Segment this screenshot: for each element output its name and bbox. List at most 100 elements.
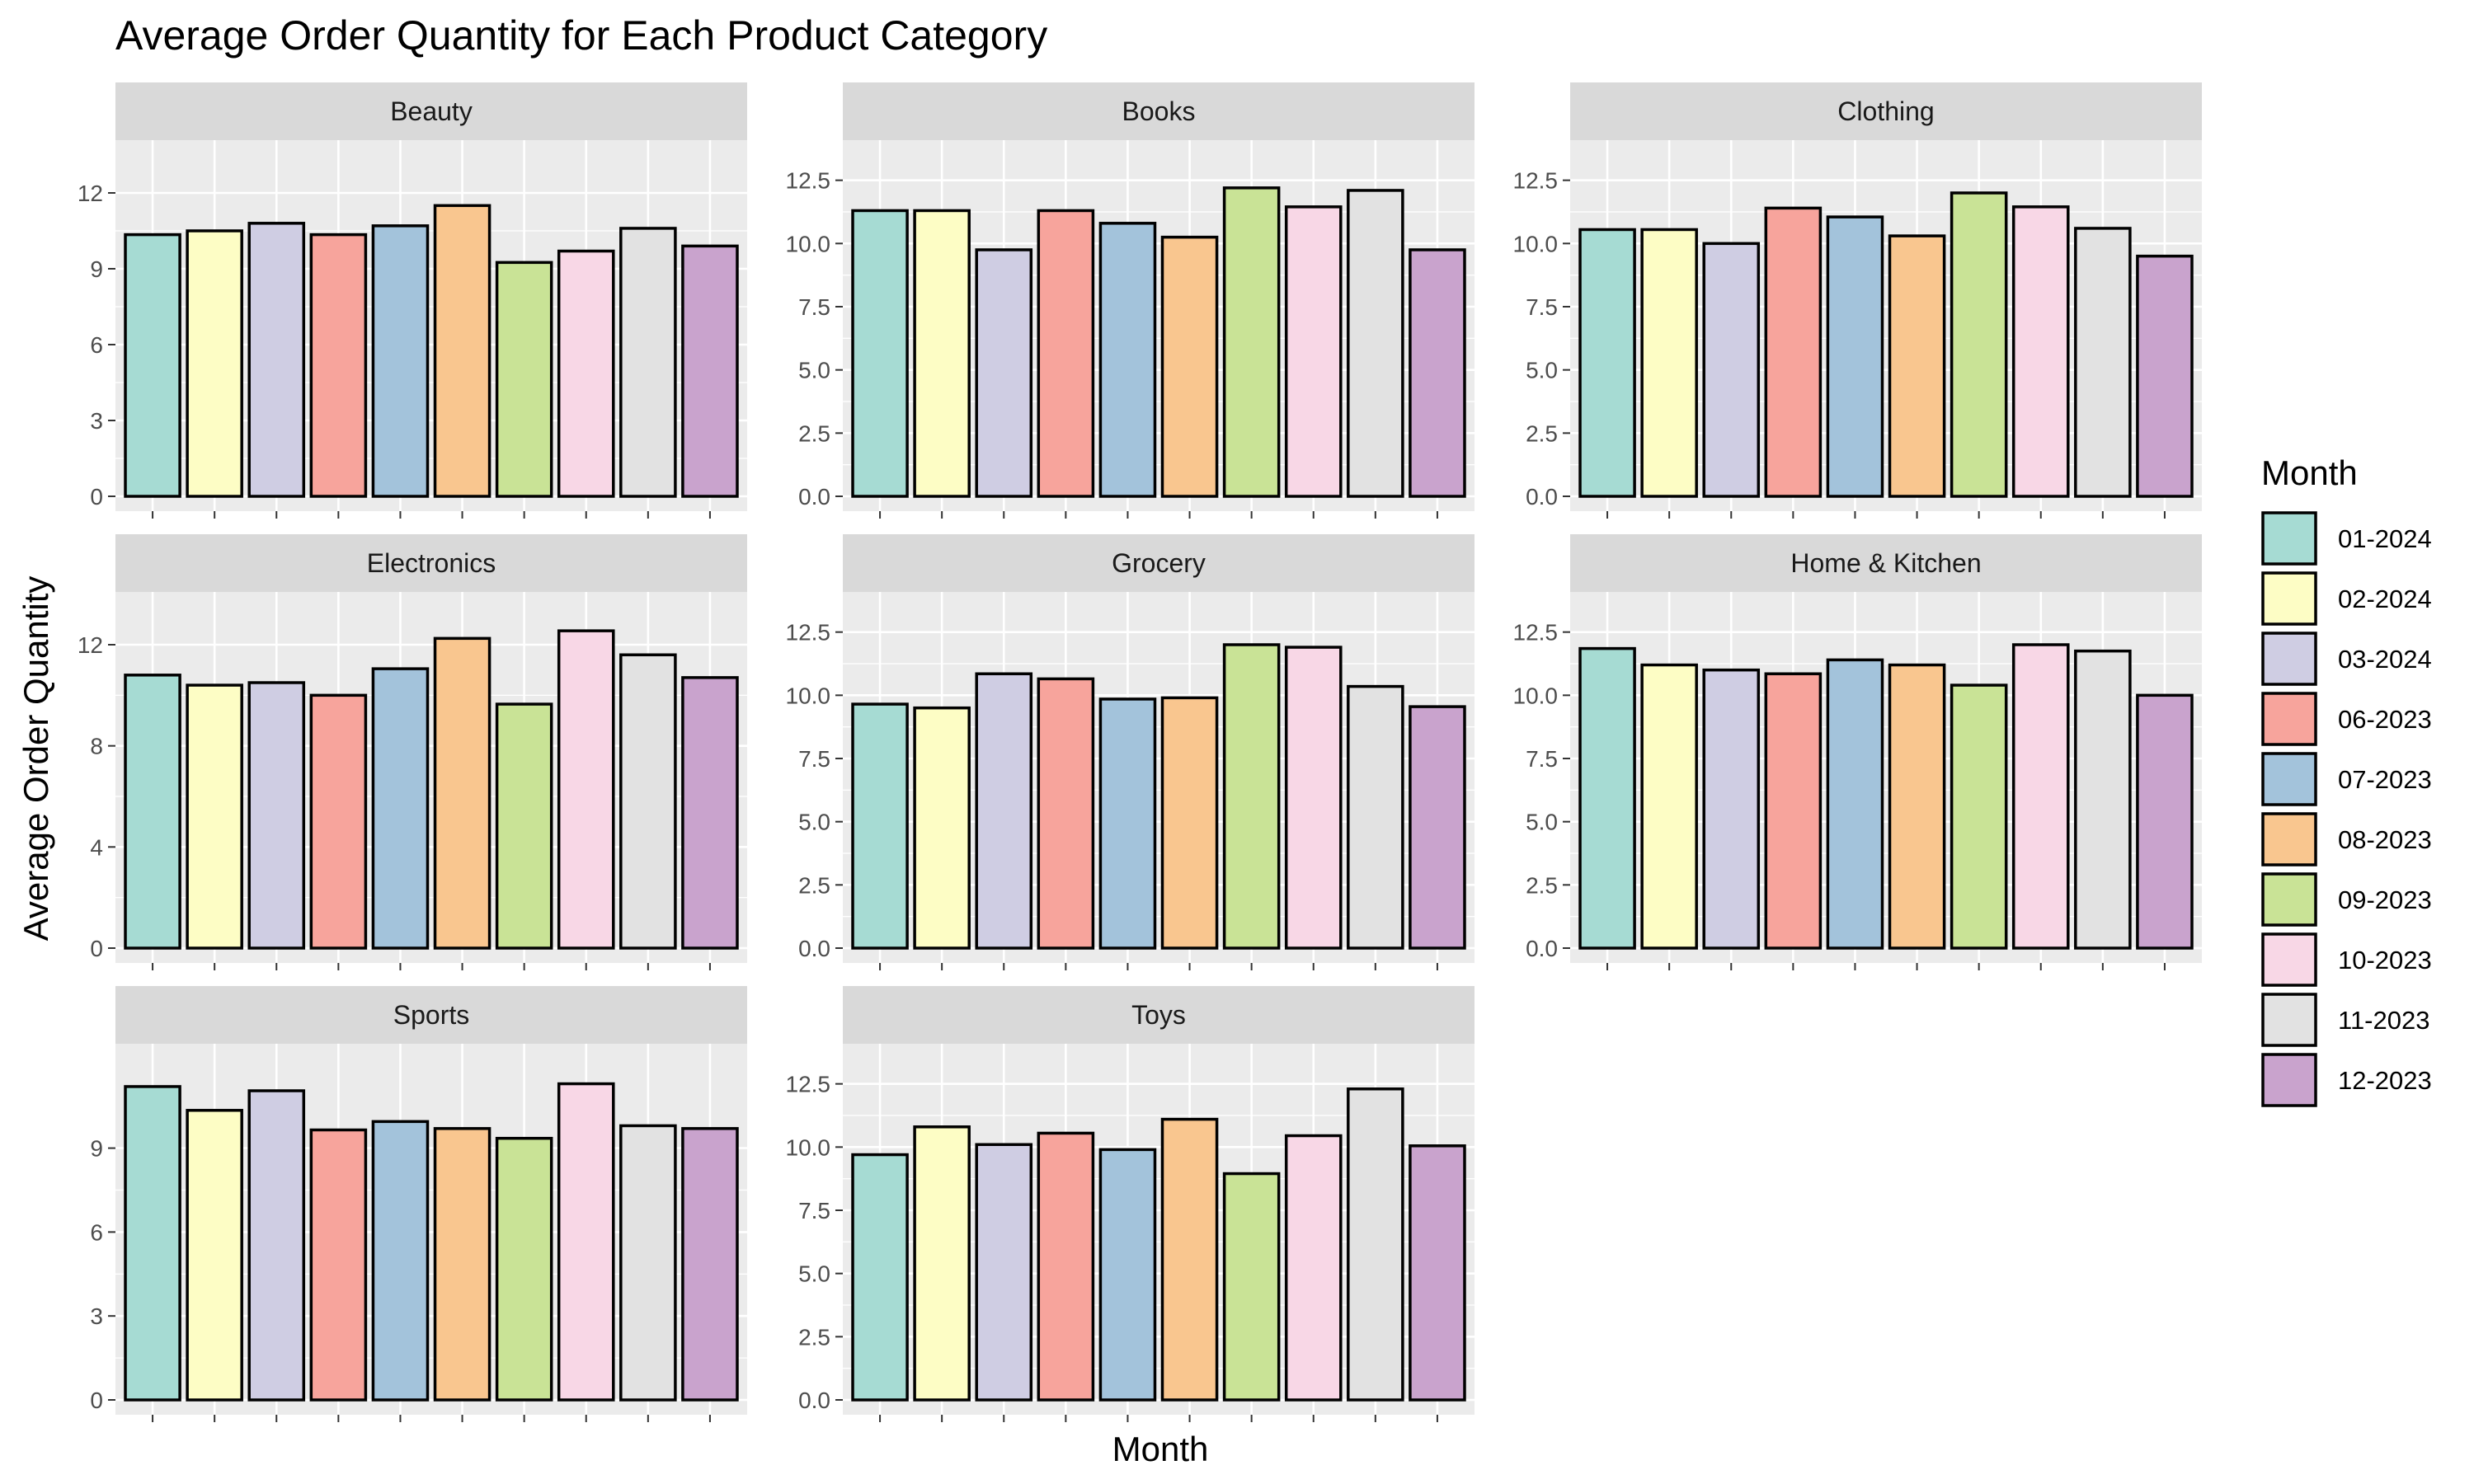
legend-label: 03-2024 [2338, 645, 2432, 674]
y-tick-label: 2.5 [1526, 872, 1558, 898]
bar-beauty-02-2024 [186, 229, 243, 498]
bar-beauty-01-2024 [124, 232, 181, 498]
panel-strip [843, 82, 1475, 140]
y-tick-label: 12.5 [786, 620, 831, 646]
bar-clothing-01-2024 [1578, 228, 1636, 498]
bar-electronics-02-2024 [186, 683, 243, 950]
bar-beauty-10-2023 [557, 249, 615, 498]
y-tick-label: 12 [78, 181, 103, 206]
bar-electronics-03-2024 [247, 681, 306, 950]
y-tick-label: 5.0 [798, 810, 830, 835]
bar-clothing-06-2023 [1764, 206, 1823, 498]
bar-sports-01-2024 [124, 1085, 181, 1402]
bar-toys-06-2023 [1037, 1131, 1095, 1402]
bar-home-and-kitchen-02-2024 [1640, 663, 1698, 950]
panel-strip-label: Electronics [367, 548, 496, 578]
legend-item-01-2024: 01-2024 [2261, 511, 2432, 566]
bar-sports-07-2023 [371, 1120, 430, 1402]
y-tick-label: 2.5 [1526, 420, 1558, 446]
legend-item-07-2023: 07-2023 [2261, 752, 2432, 806]
bar-electronics-07-2023 [371, 667, 430, 950]
legend-label: 12-2023 [2338, 1066, 2432, 1095]
bar-beauty-08-2023 [433, 204, 492, 498]
bar-grocery-08-2023 [1160, 696, 1219, 950]
bar-beauty-11-2023 [619, 227, 677, 498]
bar-toys-12-2023 [1409, 1144, 1466, 1402]
bar-clothing-11-2023 [2074, 227, 2132, 498]
bar-grocery-01-2024 [851, 702, 909, 950]
y-tick-label: 2.5 [798, 420, 830, 446]
bar-toys-03-2024 [975, 1143, 1033, 1402]
panel-strip-label: Clothing [1837, 96, 1934, 126]
y-tick-label: 7.5 [798, 746, 830, 772]
bar-books-07-2023 [1098, 222, 1157, 498]
y-tick-label: 7.5 [798, 294, 830, 320]
y-tick-label: 12.5 [1513, 620, 1559, 646]
bar-books-09-2023 [1222, 186, 1281, 498]
bar-beauty-03-2024 [247, 222, 306, 498]
bar-grocery-11-2023 [1347, 684, 1404, 950]
bar-books-12-2023 [1409, 248, 1466, 498]
y-tick-label: 0 [90, 484, 103, 510]
legend-label: 08-2023 [2338, 825, 2432, 854]
legend-item-10-2023: 10-2023 [2261, 932, 2432, 987]
y-tick-label: 5.0 [798, 358, 830, 383]
bar-grocery-12-2023 [1409, 705, 1466, 950]
y-tick-label: 10.0 [786, 1134, 831, 1160]
bar-toys-10-2023 [1284, 1134, 1343, 1402]
panel-strip [843, 986, 1475, 1044]
y-tick-label: 5.0 [1526, 810, 1558, 835]
panel-strip-label: Beauty [390, 96, 473, 126]
bar-home-and-kitchen-03-2024 [1702, 668, 1761, 950]
bar-toys-01-2024 [851, 1153, 909, 1402]
legend-item-12-2023: 12-2023 [2261, 1053, 2432, 1107]
y-tick-label: 12.5 [786, 1072, 831, 1097]
bar-toys-02-2024 [913, 1125, 971, 1402]
panel-strip [1570, 534, 2202, 592]
legend-swatch [2261, 872, 2317, 927]
bar-home-and-kitchen-12-2023 [2136, 693, 2194, 950]
panel-strip [115, 82, 747, 140]
y-axis-title: Average Order Quantity [16, 576, 55, 942]
y-tick-label: 6 [90, 1219, 103, 1245]
bar-electronics-10-2023 [557, 629, 615, 950]
y-tick-label: 6 [90, 332, 103, 358]
bar-grocery-09-2023 [1222, 643, 1281, 950]
bar-home-and-kitchen-07-2023 [1826, 658, 1884, 950]
panel-strip [1570, 82, 2202, 140]
panel-strip-label: Grocery [1112, 548, 1206, 578]
y-tick-label: 8 [90, 734, 103, 759]
bar-home-and-kitchen-08-2023 [1888, 663, 1946, 950]
bar-clothing-07-2023 [1826, 215, 1884, 498]
bar-grocery-07-2023 [1098, 697, 1157, 950]
y-tick-label: 9 [90, 256, 103, 282]
legend-item-11-2023: 11-2023 [2261, 993, 2429, 1047]
bar-sports-09-2023 [495, 1136, 553, 1402]
bar-grocery-02-2024 [913, 706, 971, 950]
bar-electronics-09-2023 [495, 702, 553, 950]
bar-electronics-11-2023 [619, 653, 677, 950]
bar-beauty-06-2023 [309, 232, 368, 498]
bar-clothing-02-2024 [1640, 228, 1698, 498]
bar-sports-03-2024 [247, 1089, 306, 1402]
legend-swatch [2261, 812, 2317, 866]
y-tick-label: 12 [78, 632, 103, 658]
bar-home-and-kitchen-11-2023 [2074, 649, 2132, 950]
bar-sports-08-2023 [433, 1127, 492, 1402]
y-tick-label: 7.5 [1526, 294, 1558, 320]
panel-strip-label: Home & Kitchen [1790, 548, 1981, 578]
bar-home-and-kitchen-09-2023 [1950, 683, 2008, 950]
y-tick-label: 10.0 [786, 683, 831, 708]
y-tick-label: 10.0 [1513, 683, 1559, 708]
bar-electronics-12-2023 [681, 676, 739, 950]
bar-toys-07-2023 [1098, 1148, 1157, 1402]
panel-home-and-kitchen: Home & Kitchen 0.0 2.5 5.0 7.5 10.0 12.5 [1513, 534, 2202, 970]
y-tick-label: 2.5 [798, 1324, 830, 1350]
legend-item-06-2023: 06-2023 [2261, 692, 2432, 746]
y-tick-label: 5.0 [798, 1261, 830, 1287]
bar-books-08-2023 [1160, 235, 1219, 498]
y-tick-label: 10.0 [786, 231, 831, 256]
panel-beauty: Beauty 0 3 6 9 12 [78, 82, 747, 519]
